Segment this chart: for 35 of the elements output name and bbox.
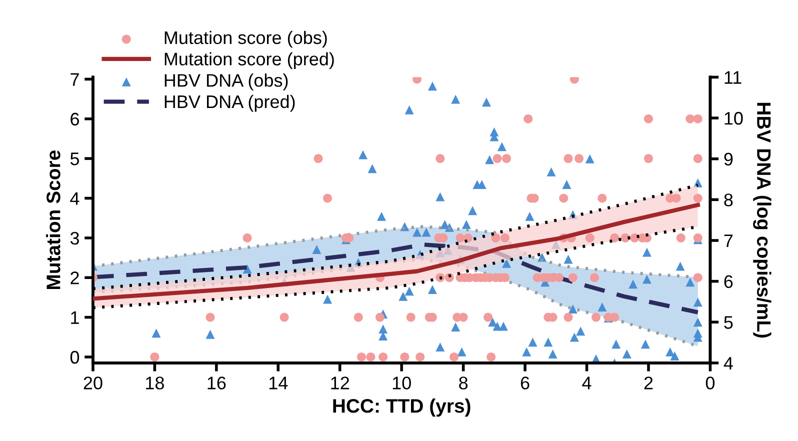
x-tick-label: 12 [331,376,350,390]
x-tick-label: 16 [208,376,226,390]
x-tick-label: 8 [459,376,468,390]
y-tick-label: 7 [70,73,79,86]
legend-label: Mutation score (obs) [164,30,327,48]
y-tick-label: 6 [70,112,79,126]
y2-tick-label: 7 [724,234,733,248]
x-tick-label: 0 [706,376,715,390]
x-tick-label: 10 [392,376,411,390]
y2-tick-label: 11 [724,71,742,84]
x-tick-label: 18 [146,376,164,390]
y2-axis-title: HBV DNA (log copies/mL) [753,102,772,338]
y2-tick-label: 10 [724,112,743,125]
y-tick-label: 0 [70,350,80,364]
y-tick-label: 1 [71,311,79,324]
legend-label: Mutation score (pred) [164,52,334,70]
legend-label: HBV DNA (obs) [164,74,288,90]
y-tick-label: 2 [70,272,79,284]
y2-tick-label: 9 [724,152,733,166]
x-axis-title: HCC: TTD (yrs) [333,398,470,417]
y2-tick-label: 4 [724,357,733,370]
x-tick-label: 4 [582,376,592,390]
x-tick-label: 20 [84,376,102,390]
y-tick-label: 4 [70,192,80,205]
x-tick-label: 2 [644,376,653,390]
line-series [92,202,700,301]
y-axis-title: Mutation Score [46,150,60,289]
x-tick-label: 14 [269,376,288,390]
y-tick-label: 3 [70,232,79,245]
legend-label: HBV DNA (pred) [164,94,295,112]
y2-tick-label: 5 [724,316,733,329]
x-tick-label: 6 [520,376,530,390]
y2-tick-label: 6 [724,275,733,288]
y2-tick-label: 8 [724,194,733,206]
y-tick-label: 5 [70,152,80,166]
